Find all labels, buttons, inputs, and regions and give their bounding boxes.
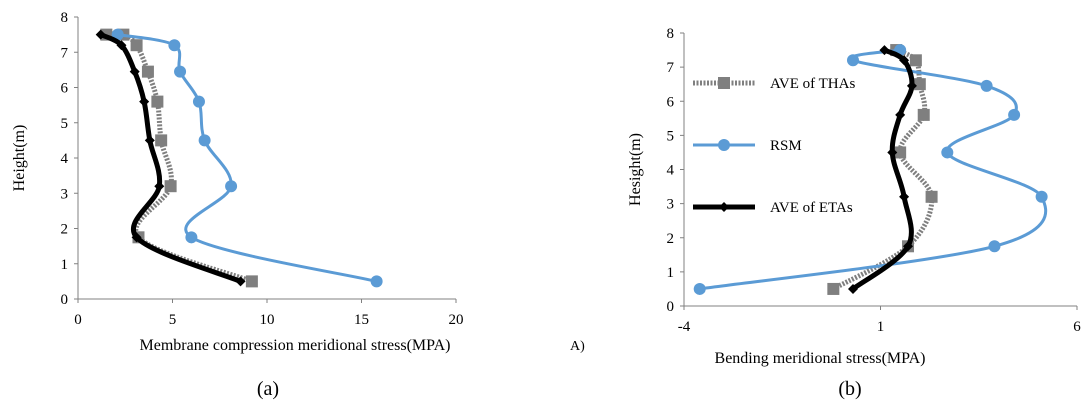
panel-1-series-1-point xyxy=(151,95,164,108)
panel-2-y-tick-label: 5 xyxy=(667,128,675,144)
panel-1-series-2-point xyxy=(185,231,198,244)
panel-1-series-1-point xyxy=(130,39,143,52)
panel-1-series-2-point xyxy=(225,180,238,193)
panel-1-y-tick-label: 5 xyxy=(61,116,69,132)
panel-2-series-3-point xyxy=(879,45,890,56)
panel-2-series-2-point xyxy=(1008,108,1021,121)
panel-1-series-3-point xyxy=(131,232,142,243)
panel-2-series-2-point xyxy=(846,54,859,67)
panel-1-series-1-point xyxy=(155,134,168,147)
panel-1-series-3-point xyxy=(116,40,127,51)
panel-1-x-tick-label: 15 xyxy=(354,312,369,328)
panel-1-series-3-point xyxy=(144,135,155,146)
panel-1-series-2-point xyxy=(370,275,383,288)
panel-2-series-3-point xyxy=(899,55,910,66)
panel-1-series-1-point xyxy=(245,275,258,288)
panel-2-y-tick-label: 4 xyxy=(667,163,675,179)
panel-2-legend-swatch-marker xyxy=(719,202,729,212)
panel-1-y-tick-label: 4 xyxy=(61,151,69,167)
panel-1-x-axis-label: Membrane compression meridional stress(M… xyxy=(140,337,451,354)
panel-1-series-3-point xyxy=(95,29,106,40)
panel-2-series-2-point xyxy=(988,240,1001,253)
panel-2-series-3-point xyxy=(887,147,898,158)
panel-1-y-tick-label: 6 xyxy=(61,81,69,97)
panel-2-y-tick-label: 1 xyxy=(667,265,675,281)
panel-1-x-tick-label: 5 xyxy=(169,312,177,328)
panel-2-legend-label: RSM xyxy=(770,138,802,154)
panel-1-series-3-line xyxy=(99,32,242,284)
panel-2-series-1-point xyxy=(917,108,930,121)
panel-1-y-axis-label: Height(m) xyxy=(11,125,28,192)
panel-2-series-2-point xyxy=(1035,190,1048,203)
panel-2-y-tick-label: 3 xyxy=(667,197,675,213)
panel-2-series-3-point xyxy=(899,191,910,202)
panel-2-series-3-point xyxy=(906,80,917,91)
panel-2-series-3-point xyxy=(895,109,906,120)
panel-2-series-1-point xyxy=(913,78,926,91)
panel-2-series-3-point xyxy=(903,241,914,252)
panel-1-x-tick-label: 0 xyxy=(74,312,82,328)
panel-2-series-2-point xyxy=(693,282,706,295)
panel-2-x-tick-label: -4 xyxy=(678,319,691,335)
panel-2-series-2-line xyxy=(699,48,1048,291)
panel-1-series-3-point xyxy=(139,96,150,107)
panel-1-series-2-point xyxy=(198,134,211,147)
panel-1-y-tick-label: 8 xyxy=(61,10,69,26)
panel-1-series-3-point xyxy=(129,66,140,77)
panel-1-series-1-point xyxy=(164,180,177,193)
panel-1-y-tick-label: 1 xyxy=(61,257,69,273)
panel-2-y-axis-label: Hesight(m) xyxy=(627,133,644,206)
panel-2-y-tick-label: 2 xyxy=(667,231,675,247)
panel-1-series-2-point xyxy=(174,65,187,78)
panel-2-series-1-line xyxy=(832,47,935,292)
panel-2-x-tick-label: 1 xyxy=(877,319,885,335)
panel-1-y-tick-label: 7 xyxy=(61,45,69,61)
panel-2-series-3-point xyxy=(847,283,858,294)
panel-1-y-tick-label: 0 xyxy=(61,292,69,308)
panel-1-series-3-point xyxy=(235,276,246,287)
panel-1-series-3-point xyxy=(154,181,165,192)
panel-2-caption: (b) xyxy=(838,378,861,400)
panel-2-legend-label: AVE of ETAs xyxy=(770,200,853,216)
panel-2-y-tick-label: 8 xyxy=(667,26,675,42)
panel-2-y-tick-label: 7 xyxy=(667,60,675,76)
panel-2-series-1-point xyxy=(894,146,907,159)
panel-1-x-tick-label: 20 xyxy=(449,312,464,328)
panel-2-y-tick-label: 0 xyxy=(667,299,675,315)
side-label: A) xyxy=(570,339,585,354)
panel-1-series-2-point xyxy=(168,39,181,52)
panel-2-series-1-point xyxy=(909,54,922,67)
panel-1-x-tick-label: 10 xyxy=(260,312,275,328)
panel-1-series-1-point xyxy=(141,65,154,78)
panel-2-x-axis-label: Bending meridional stress(MPA) xyxy=(715,350,926,367)
panel-1-y-tick-label: 2 xyxy=(61,222,69,238)
panel-2-series-1-point xyxy=(925,190,938,203)
panel-1-y-tick-label: 3 xyxy=(61,186,69,202)
panel-2-y-tick-label: 6 xyxy=(667,94,675,110)
panel-2-legend-swatch-marker xyxy=(718,77,730,89)
panel-2-series-1-point xyxy=(827,282,840,295)
panel-2-series-2-point xyxy=(980,79,993,92)
panel-2-series-3-line xyxy=(851,47,915,291)
panel-1-series-2-point xyxy=(192,95,205,108)
panel-1-caption: (a) xyxy=(257,378,279,400)
panel-2-legend-label: AVE of THAs xyxy=(770,76,855,92)
panel-2-x-tick-label: 6 xyxy=(1073,319,1081,335)
panel-2-series-2-point xyxy=(941,146,954,159)
panel-2-legend-swatch-marker xyxy=(718,139,730,151)
